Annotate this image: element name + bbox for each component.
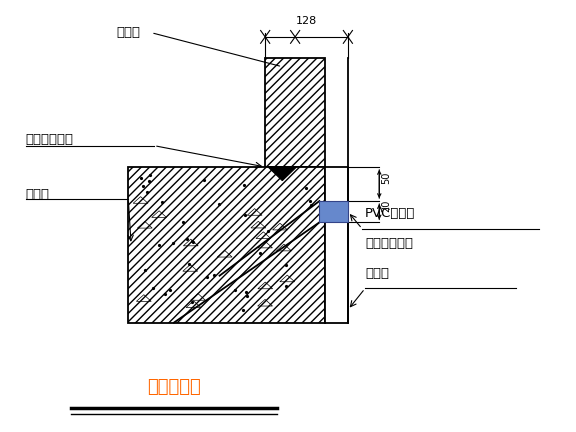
Polygon shape [265, 58, 325, 167]
Text: 砖梁板: 砖梁板 [25, 188, 50, 201]
Text: 外砖墙: 外砖墙 [117, 26, 141, 39]
Polygon shape [268, 167, 297, 181]
Polygon shape [325, 167, 348, 323]
Polygon shape [128, 167, 325, 323]
Polygon shape [319, 201, 348, 222]
Text: 50: 50 [382, 172, 392, 184]
Text: 抄灰前预埋设: 抄灰前预埋设 [365, 237, 413, 250]
Text: 结构楼面标高: 结构楼面标高 [25, 133, 74, 146]
Text: 128: 128 [296, 16, 317, 26]
Text: 20: 20 [382, 199, 392, 212]
Text: 分格缝做法: 分格缝做法 [147, 378, 201, 396]
Text: PVC分格条: PVC分格条 [365, 207, 415, 220]
Text: 抄灰层: 抄灰层 [365, 267, 389, 280]
